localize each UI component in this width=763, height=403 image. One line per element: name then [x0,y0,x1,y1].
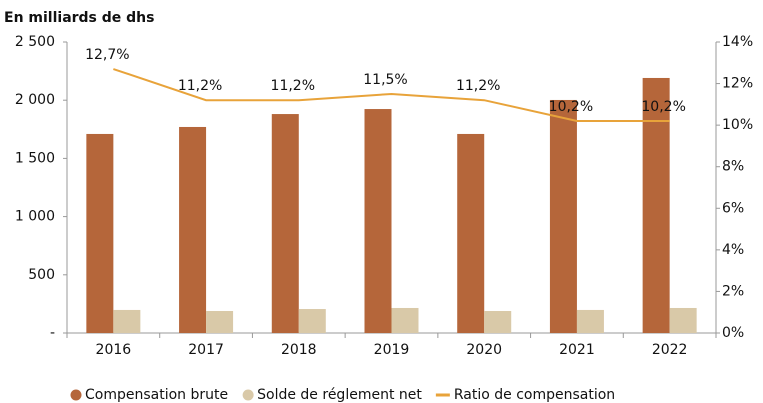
y-tick-label: 500 [28,267,55,283]
y-tick-label: 2 000 [15,92,55,108]
y-tick-label: 1 500 [15,150,55,166]
bar [113,309,141,333]
x-tick-label: 2016 [96,342,132,358]
bar [457,133,485,333]
bar [391,307,419,333]
bar [179,126,207,333]
y-axis-label: En milliards de dhs [4,10,154,26]
y2-tick-label: 2% [722,283,744,299]
legend-label: Solde de réglement net [257,387,422,403]
x-tick-label: 2022 [652,342,688,358]
line [113,68,670,122]
bar [271,114,299,333]
data-label: 11,5% [363,72,407,88]
y2-tick-label: 14% [722,34,753,50]
bar [642,77,670,334]
y2-tick-label: 0% [722,325,744,341]
y-tick-label: 2 500 [15,34,55,50]
x-tick-label: 2019 [374,342,410,358]
bar [364,109,392,333]
data-label: 11,2% [178,78,222,94]
legend-label: Compensation brute [85,387,228,403]
bar [298,309,326,333]
bar [576,309,604,333]
y2-tick-label: 8% [722,159,744,175]
data-label: 10,2% [641,99,685,115]
x-tick-label: 2017 [188,342,224,358]
y-tick-label: - [50,325,55,341]
data-label: 11,2% [456,78,500,94]
data-label: 10,2% [549,99,593,115]
y2-tick-label: 4% [722,242,744,258]
data-label: 11,2% [271,78,315,94]
y2-tick-label: 6% [722,200,744,216]
bar [206,311,234,333]
legend-swatch [242,389,254,401]
bar [86,133,114,333]
y2-tick-label: 12% [722,76,753,92]
y2-tick-label: 10% [722,117,753,133]
legend-label: Ratio de compensation [454,387,615,403]
data-label: 12,7% [85,47,129,63]
x-tick-label: 2021 [559,342,595,358]
bar [549,99,577,334]
bar [484,311,512,333]
bar [669,307,697,333]
x-tick-label: 2020 [466,342,502,358]
x-tick-label: 2018 [281,342,317,358]
y-tick-label: 1 000 [15,209,55,225]
legend-swatch [70,389,82,401]
